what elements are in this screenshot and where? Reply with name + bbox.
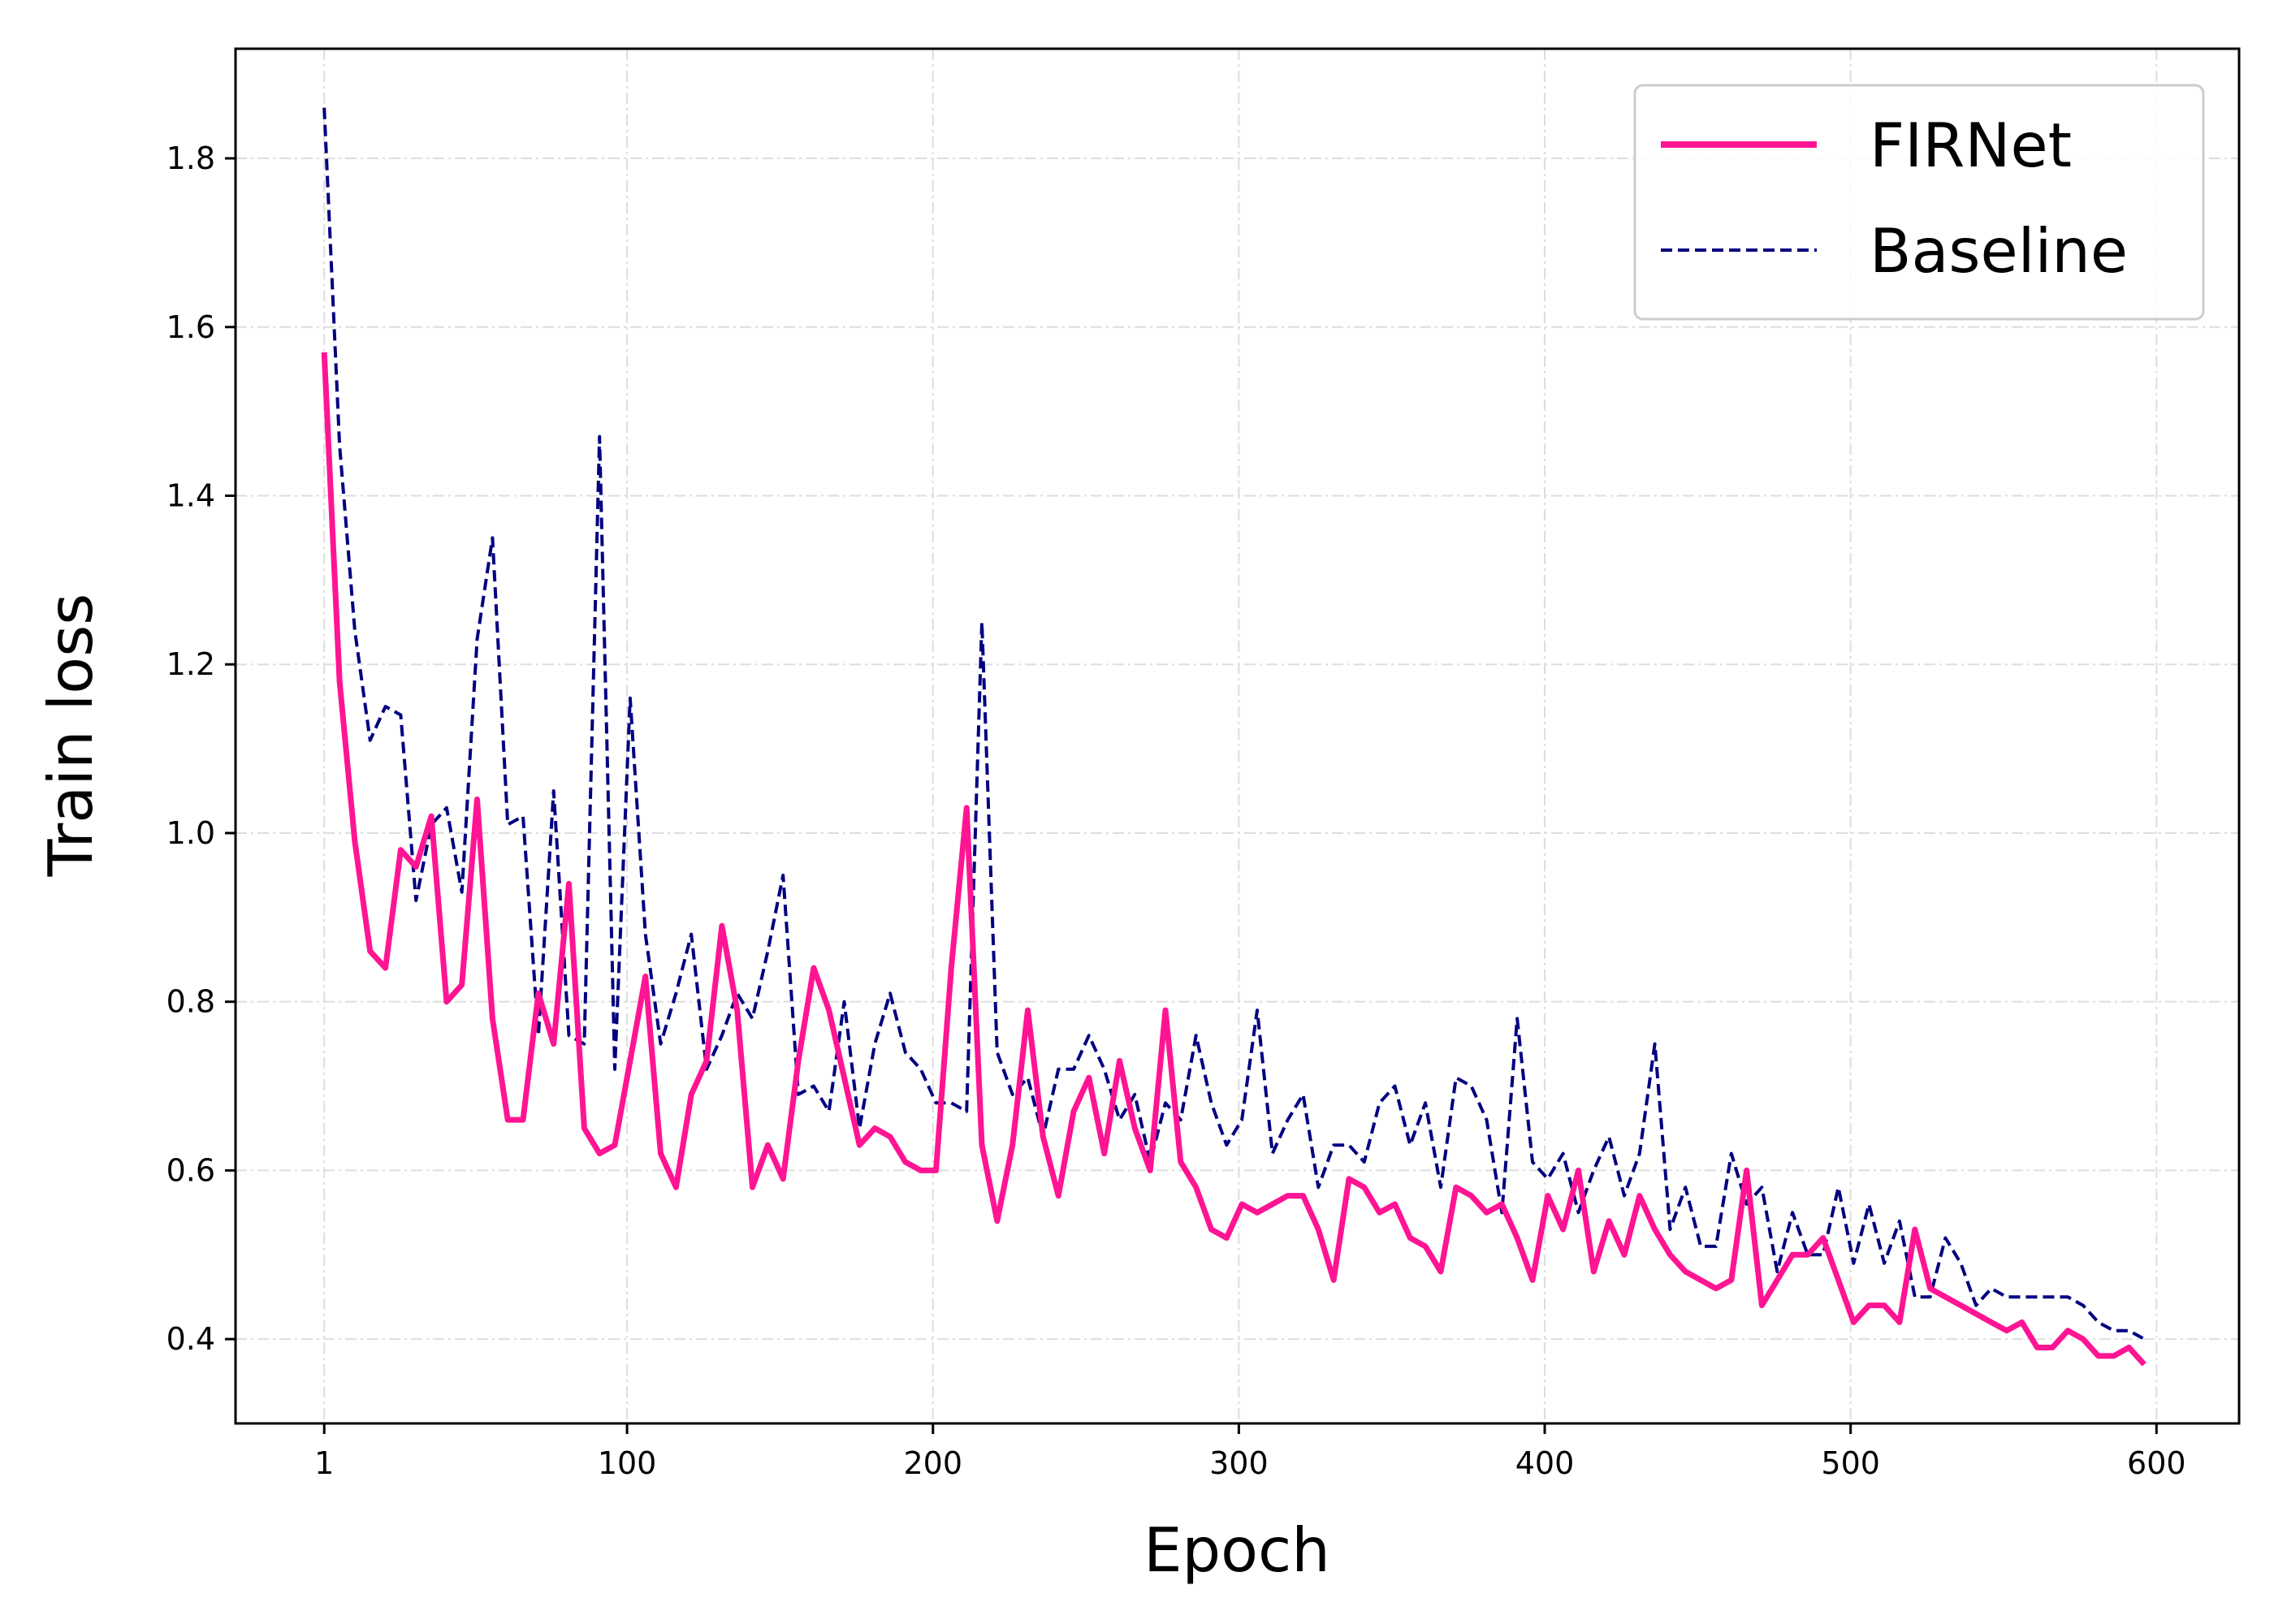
x-tick-label: 400 <box>1515 1445 1575 1481</box>
series-line-baseline <box>322 107 2146 1341</box>
axis-ticks: 1 100 200 300 400 500 600 0.4 0.6 0.8 1.0 1.2 1.4 1.6… <box>166 140 2186 1481</box>
x-tick-label: 300 <box>1209 1445 1269 1481</box>
y-axis-title: Train loss <box>35 594 106 878</box>
y-tick-label: 1.6 <box>166 309 215 345</box>
x-axis-title: Epoch <box>1143 1514 1330 1586</box>
legend-label-firnet: FIRNet <box>1870 110 2072 181</box>
x-tick-label: 200 <box>903 1445 962 1481</box>
y-tick-label: 0.4 <box>166 1321 215 1357</box>
x-tick-label: 600 <box>2127 1445 2186 1481</box>
x-tick-label: 1 <box>314 1445 334 1481</box>
legend: FIRNet Baseline <box>1633 84 2205 321</box>
legend-label-baseline: Baseline <box>1870 215 2128 287</box>
y-tick-label: 1.0 <box>166 815 215 851</box>
x-tick-label: 100 <box>598 1445 657 1481</box>
y-tick-label: 0.8 <box>166 984 215 1020</box>
series-line-firnet <box>321 352 2146 1367</box>
series-lines <box>321 107 2146 1367</box>
y-tick-label: 1.4 <box>166 477 215 513</box>
y-tick-label: 0.6 <box>166 1152 215 1188</box>
y-tick-label: 1.2 <box>166 646 215 682</box>
plot-frame <box>234 47 2241 1425</box>
x-tick-label: 500 <box>1821 1445 1880 1481</box>
y-tick-label: 1.8 <box>166 140 215 176</box>
